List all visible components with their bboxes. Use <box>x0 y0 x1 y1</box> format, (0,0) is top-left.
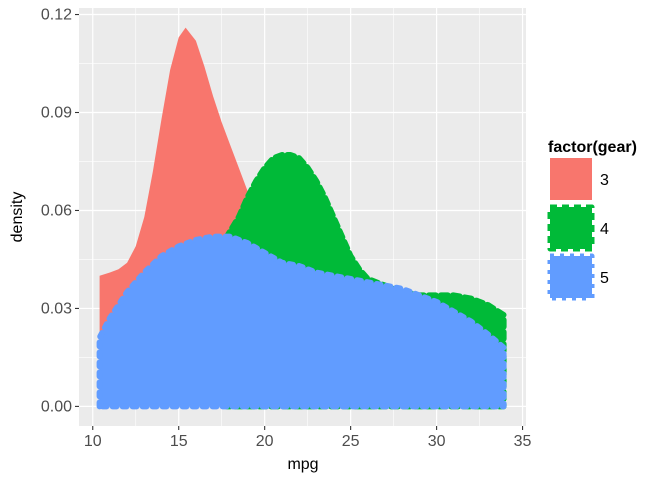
legend-label-gear-5: 5 <box>600 270 609 287</box>
x-tick-label: 25 <box>342 433 360 450</box>
y-tick-label: 0.03 <box>41 300 72 317</box>
y-tick-label: 0.12 <box>41 7 72 24</box>
density-areas <box>96 27 507 410</box>
plot-panel <box>79 8 526 426</box>
y-tick-label: 0.00 <box>41 398 72 415</box>
x-tick-label: 20 <box>256 433 274 450</box>
legend-label-gear-3: 3 <box>600 172 609 189</box>
legend-key-gear-5 <box>547 253 595 301</box>
x-tick-label: 35 <box>514 433 532 450</box>
legend-label-gear-4: 4 <box>600 221 609 238</box>
y-tick-label: 0.09 <box>41 105 72 122</box>
y-axis-title: density <box>9 192 26 243</box>
density-area-gear-5 <box>96 233 507 410</box>
legend: factor(gear) 3 4 5 <box>547 139 637 301</box>
legend-items: 3 4 5 <box>547 158 609 301</box>
y-tick-label: 0.06 <box>41 202 72 219</box>
legend-title: factor(gear) <box>548 139 637 156</box>
x-axis-title: mpg <box>287 456 318 473</box>
y-axis: 0.00 0.03 0.06 0.09 0.12 <box>41 7 79 415</box>
legend-key-gear-3 <box>550 158 592 200</box>
x-tick-label: 10 <box>84 433 102 450</box>
legend-key-gear-4 <box>547 204 595 252</box>
x-tick-label: 15 <box>170 433 188 450</box>
x-axis: 10 15 20 25 30 35 <box>84 426 532 450</box>
x-tick-label: 30 <box>428 433 446 450</box>
